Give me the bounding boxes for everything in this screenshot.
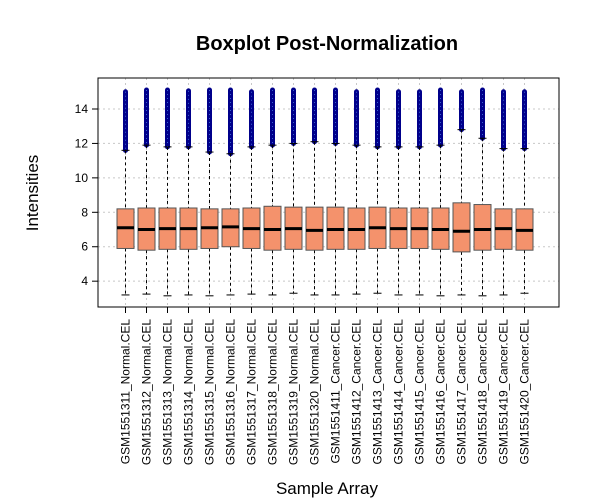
x-tick-label: GSM1551314_Normal.CEL	[182, 319, 196, 465]
x-tick-label: GSM1551312_Normal.CEL	[140, 319, 154, 465]
y-axis: 4 6 8 10 12 14	[75, 102, 98, 288]
box-18	[473, 87, 492, 297]
box-15	[410, 89, 429, 296]
x-axis-label: Sample Array	[276, 479, 379, 498]
box-11	[326, 87, 345, 296]
x-axis: GSM1551311_Normal.CEL GSM1551312_Normal.C…	[119, 307, 532, 465]
box-4	[179, 88, 198, 296]
x-tick-label: GSM1551313_Normal.CEL	[161, 319, 175, 465]
y-tick-label: 10	[75, 171, 89, 185]
box-5	[200, 87, 219, 297]
box-9	[284, 87, 303, 294]
y-axis-label: Intensities	[23, 155, 42, 232]
box-iqr	[452, 202, 471, 253]
plot-border	[97, 77, 560, 308]
x-tick-label: GSM1551311_Normal.CEL	[119, 319, 133, 465]
box-14	[389, 89, 408, 296]
x-tick-label: GSM1551319_Normal.CEL	[287, 319, 301, 465]
x-tick-label: GSM1551417_Cancer.CEL	[455, 319, 469, 465]
x-tick-label: GSM1551414_Cancer.CEL	[392, 319, 406, 465]
x-tick-label: GSM1551320_Normal.CEL	[308, 319, 322, 465]
y-tick-label: 8	[81, 205, 88, 219]
box-17	[452, 89, 471, 296]
box-19	[494, 89, 513, 296]
chart-title: Boxplot Post-Normalization	[196, 33, 458, 55]
box-20	[515, 89, 534, 294]
box-13	[368, 87, 387, 294]
x-tick-label: GSM1551413_Cancer.CEL	[371, 319, 385, 465]
y-tick-label: 12	[75, 136, 89, 150]
box-6	[221, 87, 240, 296]
box-10	[305, 87, 324, 296]
x-tick-label: GSM1551411_Cancer.CEL	[329, 319, 343, 464]
y-tick-label: 6	[81, 240, 88, 254]
boxes-group	[116, 87, 534, 297]
x-tick-label: GSM1551418_Cancer.CEL	[476, 319, 490, 465]
x-tick-label: GSM1551317_Normal.CEL	[245, 319, 259, 465]
x-tick-label: GSM1551412_Cancer.CEL	[350, 319, 364, 465]
box-7	[242, 89, 261, 295]
box-16	[431, 87, 450, 297]
x-tick-label: GSM1551419_Cancer.CEL	[497, 319, 511, 465]
x-tick-label: GSM1551420_Cancer.CEL	[518, 319, 532, 465]
x-tick-label: GSM1551318_Normal.CEL	[266, 319, 280, 465]
x-tick-label: GSM1551416_Cancer.CEL	[434, 319, 448, 465]
y-tick-label: 4	[81, 274, 88, 288]
box-1	[116, 89, 135, 296]
y-tick-label: 14	[75, 102, 89, 116]
x-tick-label: GSM1551316_Normal.CEL	[224, 319, 238, 465]
box-iqr	[473, 204, 492, 251]
box-iqr	[305, 206, 324, 251]
box-12	[347, 89, 366, 295]
box-8	[263, 87, 282, 296]
box-2	[137, 87, 156, 295]
box-3	[158, 87, 177, 297]
x-tick-label: GSM1551415_Cancer.CEL	[413, 319, 427, 465]
x-tick-label: GSM1551315_Normal.CEL	[203, 319, 217, 465]
